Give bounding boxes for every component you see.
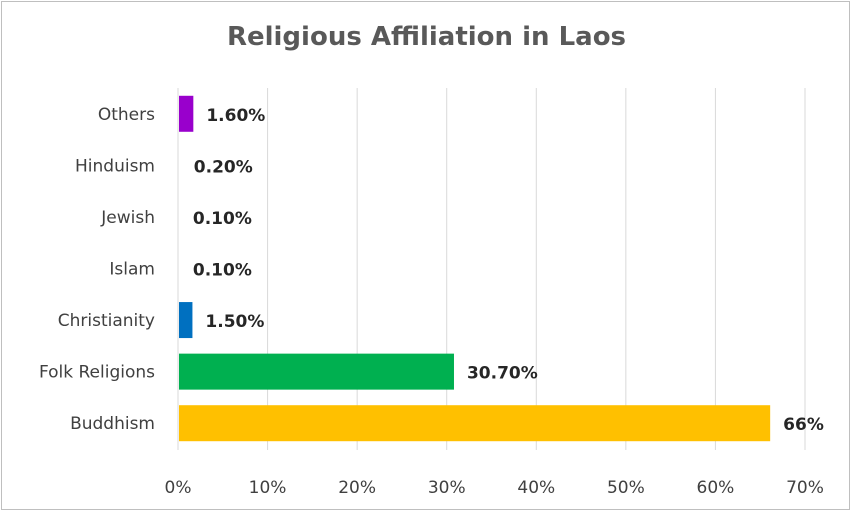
data-label: 0.20%	[194, 157, 253, 177]
chart-title: Religious Affiliation in Laos	[226, 22, 627, 52]
data-label: 0.10%	[193, 260, 252, 280]
bar-islam	[179, 250, 180, 287]
bar-jewish	[179, 198, 180, 235]
bars	[179, 95, 771, 442]
x-tick-label: 40%	[517, 478, 555, 498]
category-label: Others	[98, 105, 155, 125]
category-label: Islam	[109, 259, 155, 279]
x-tick-label: 0%	[165, 478, 192, 498]
x-axis-ticks: 0% 10% 20% 30% 40% 50% 60% 70%	[165, 478, 824, 498]
bar-folk-religions	[179, 353, 454, 390]
bar-buddhism	[179, 405, 771, 442]
data-label: 1.60%	[206, 106, 265, 126]
x-tick-label: 30%	[428, 478, 466, 498]
bar-others	[179, 95, 194, 132]
x-tick-label: 70%	[786, 478, 824, 498]
category-labels: Others Hinduism Jewish Islam Christianity Fol…	[39, 105, 155, 434]
data-label: 0.10%	[193, 209, 252, 229]
x-tick-label: 10%	[249, 478, 287, 498]
category-label: Hinduism	[75, 156, 155, 176]
data-label: 1.50%	[205, 312, 264, 332]
data-labels: 1.60% 0.20% 0.10% 0.10% 1.50% 30.70% 66%	[193, 106, 824, 435]
category-label: Jewish	[100, 208, 155, 228]
data-label: 66%	[783, 415, 824, 435]
data-label: 30.70%	[467, 364, 538, 384]
category-label: Christianity	[58, 311, 155, 331]
bar-hinduism	[179, 147, 181, 184]
bar-christianity	[179, 302, 193, 339]
x-tick-label: 50%	[607, 478, 645, 498]
x-tick-label: 60%	[697, 478, 735, 498]
category-label: Folk Religions	[39, 363, 155, 383]
gridlines	[177, 88, 806, 450]
x-tick-label: 20%	[338, 478, 376, 498]
category-label: Buddhism	[70, 414, 155, 434]
